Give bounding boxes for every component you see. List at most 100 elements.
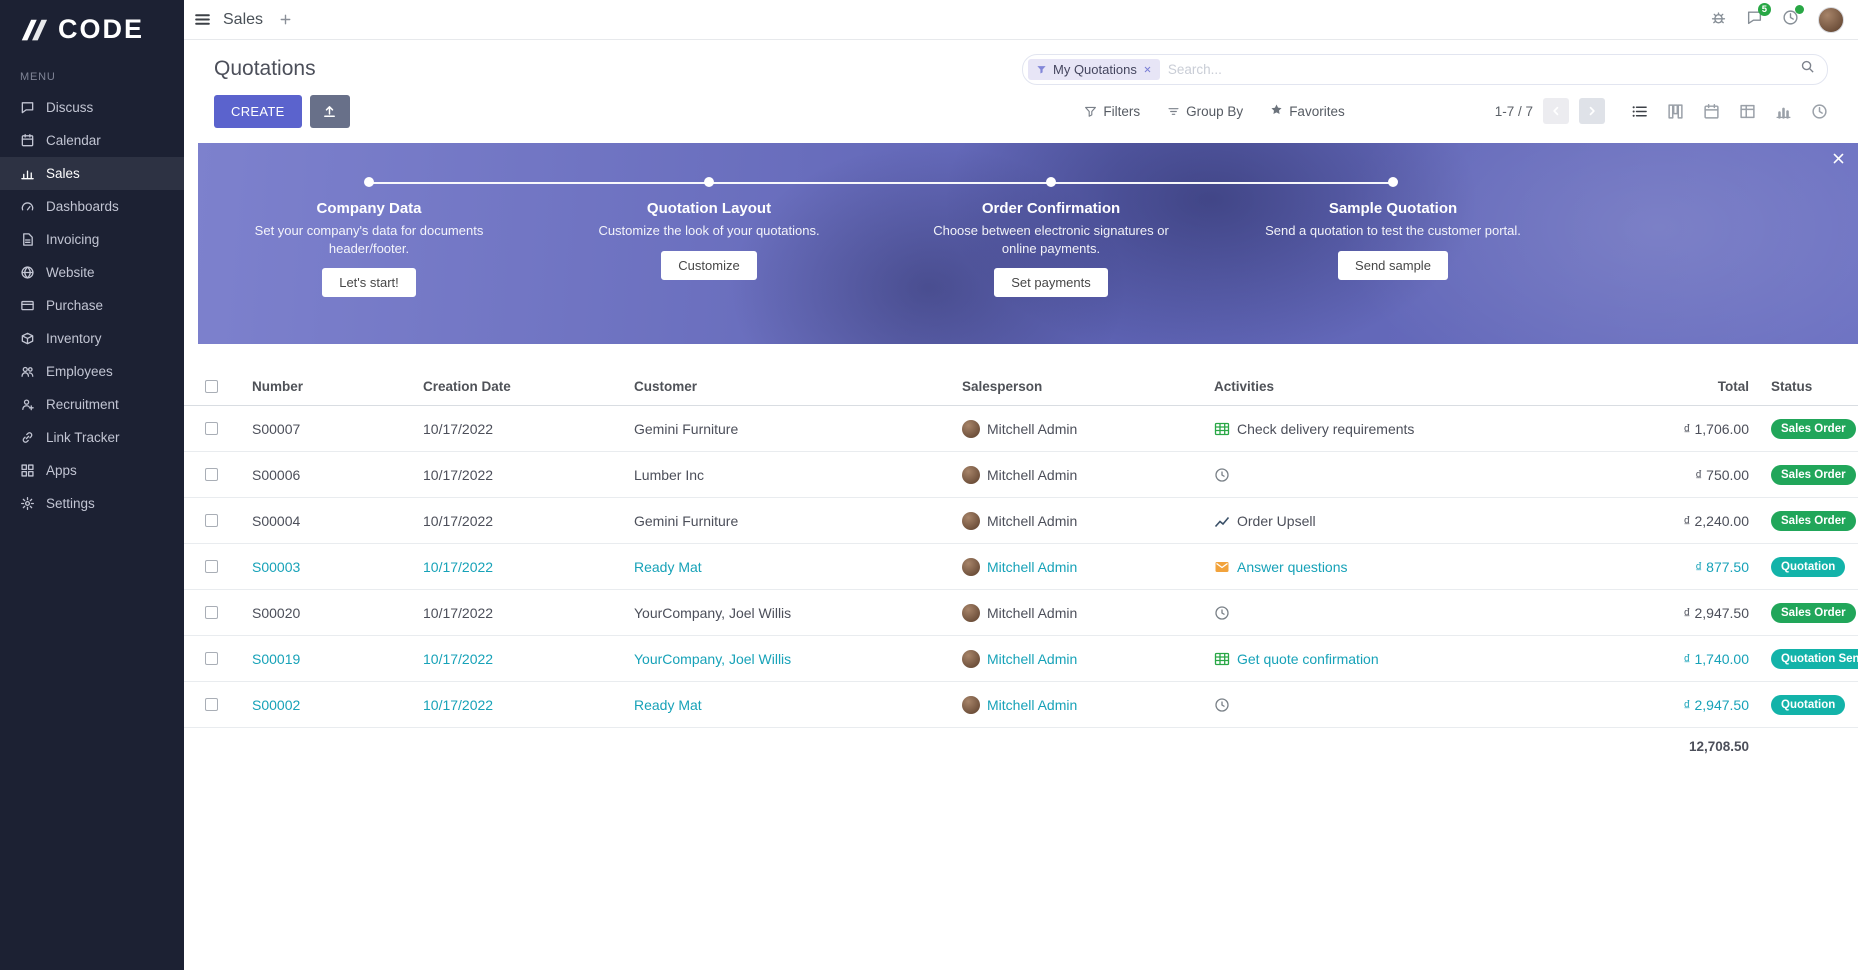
column-header-number[interactable]: Number	[252, 379, 304, 394]
table-row[interactable]: S00006 10/17/2022 Lumber Inc Mitchell Ad…	[184, 452, 1858, 498]
sidebar-item-recruitment[interactable]: Recruitment	[0, 388, 184, 421]
sidebar-item-link-tracker[interactable]: Link Tracker	[0, 421, 184, 454]
inventory-icon	[21, 332, 34, 345]
table-row[interactable]: S00020 10/17/2022 YourCompany, Joel Will…	[184, 590, 1858, 636]
row-checkbox[interactable]	[204, 652, 218, 665]
step-title: Sample Quotation	[1328, 200, 1458, 217]
row-checkbox[interactable]	[204, 606, 218, 619]
facet-remove-icon[interactable]	[1143, 62, 1152, 77]
sidebar-menu: Discuss Calendar Sales Dashboards Invoic…	[0, 91, 184, 520]
activity-label: Check delivery requirements	[1237, 420, 1415, 437]
row-checkbox[interactable]	[204, 422, 218, 435]
activity-cell[interactable]	[1200, 697, 1629, 713]
bug-icon[interactable]	[1710, 9, 1727, 31]
table-row[interactable]: S00003 10/17/2022 Ready Mat Mitchell Adm…	[184, 544, 1858, 590]
sales-icon	[21, 170, 34, 180]
activity-cell[interactable]: Get quote confirmation	[1200, 651, 1629, 667]
pager-previous-button[interactable]	[1543, 98, 1569, 124]
plus-icon[interactable]	[279, 13, 292, 26]
search-bar[interactable]: My Quotations	[1022, 53, 1828, 85]
clock-icon	[1214, 605, 1230, 621]
column-header-creation-date[interactable]: Creation Date	[423, 379, 511, 394]
employees-icon	[21, 366, 34, 377]
status-badge: Quotation	[1771, 556, 1846, 577]
table-row[interactable]: S00002 10/17/2022 Ready Mat Mitchell Adm…	[184, 682, 1858, 728]
clock-icon	[1214, 467, 1230, 483]
graph-view-icon[interactable]	[1775, 103, 1792, 120]
chart-icon	[1214, 513, 1230, 529]
step-title: Company Data	[316, 200, 422, 217]
app-logo[interactable]: CODE	[0, 0, 184, 55]
messages-icon[interactable]: 5	[1746, 2, 1771, 31]
salesperson-cell: Mitchell Admin	[948, 419, 1200, 438]
search-facet[interactable]: My Quotations	[1028, 58, 1160, 80]
customer-name: Gemini Furniture	[634, 512, 739, 529]
activity-view-icon[interactable]	[1811, 103, 1828, 120]
sidebar-item-inventory[interactable]: Inventory	[0, 322, 184, 355]
module-switcher[interactable]: Sales	[223, 10, 264, 28]
invoicing-icon	[23, 233, 33, 246]
column-header-salesperson[interactable]: Salesperson	[962, 379, 1043, 394]
pager-next-button[interactable]	[1579, 98, 1605, 124]
activity-label: Answer questions	[1237, 558, 1348, 575]
sidebar-item-website[interactable]: Website	[0, 256, 184, 289]
customize-button[interactable]: Customize	[661, 250, 757, 280]
create-button[interactable]: CREATE	[214, 94, 302, 128]
row-checkbox[interactable]	[204, 514, 218, 527]
customer-name: Ready Mat	[634, 558, 702, 575]
sidebar-item-discuss[interactable]: Discuss	[0, 91, 184, 124]
user-avatar[interactable]	[1818, 6, 1844, 33]
row-checkbox[interactable]	[204, 468, 218, 481]
sidebar-item-employees[interactable]: Employees	[0, 355, 184, 388]
activity-cell[interactable]: Order Upsell	[1200, 513, 1629, 529]
search-icon[interactable]	[1800, 59, 1815, 79]
pivot-view-icon[interactable]	[1739, 103, 1756, 120]
favorites-button[interactable]: Favorites	[1270, 103, 1345, 119]
calendar-view-icon[interactable]	[1703, 103, 1720, 120]
activity-cell[interactable]	[1200, 605, 1629, 621]
activity-cell[interactable]: Check delivery requirements	[1200, 421, 1629, 437]
salesperson-cell: Mitchell Admin	[948, 695, 1200, 714]
sidebar-item-dashboards[interactable]: Dashboards	[0, 190, 184, 223]
salesperson-cell: Mitchell Admin	[948, 603, 1200, 622]
envelope-icon	[1214, 559, 1230, 575]
quotation-number: S00004	[252, 512, 301, 529]
total-amount: ₫ 1,740.00	[1683, 650, 1749, 667]
activity-cell[interactable]	[1200, 467, 1629, 483]
filter-facet-icon	[1037, 65, 1046, 73]
sidebar-item-purchase[interactable]: Purchase	[0, 289, 184, 322]
search-input[interactable]	[1167, 61, 1800, 77]
sidebar-item-sales[interactable]: Sales	[0, 157, 184, 190]
group-by-button[interactable]: Group By	[1167, 104, 1243, 119]
table-row[interactable]: S00004 10/17/2022 Gemini Furniture Mitch…	[184, 498, 1858, 544]
table-row[interactable]: S00019 10/17/2022 YourCompany, Joel Will…	[184, 636, 1858, 682]
column-header-customer[interactable]: Customer	[634, 379, 698, 394]
creation-date: 10/17/2022	[423, 696, 494, 713]
table-row[interactable]: S00007 10/17/2022 Gemini Furniture Mitch…	[184, 406, 1858, 452]
filters-button[interactable]: Filters	[1084, 104, 1140, 119]
banner-close-icon[interactable]	[1832, 152, 1845, 170]
column-header-status[interactable]: Status	[1771, 379, 1813, 394]
activities-icon[interactable]	[1782, 4, 1804, 31]
lets-start-button[interactable]: Let's start!	[322, 268, 416, 298]
column-header-total[interactable]: Total	[1717, 379, 1749, 394]
discuss-icon	[21, 102, 34, 114]
list-view-icon[interactable]	[1631, 103, 1648, 120]
row-checkbox[interactable]	[204, 560, 218, 573]
export-button[interactable]	[309, 94, 350, 128]
hamburger-menu-icon[interactable]	[194, 11, 211, 28]
send-sample-button[interactable]: Send sample	[1338, 250, 1448, 280]
sidebar-item-apps[interactable]: Apps	[0, 454, 184, 487]
creation-date: 10/17/2022	[423, 650, 494, 667]
activity-label: Order Upsell	[1237, 512, 1316, 529]
column-header-activities[interactable]: Activities	[1214, 379, 1275, 394]
sidebar-item-invoicing[interactable]: Invoicing	[0, 223, 184, 256]
sidebar-item-settings[interactable]: Settings	[0, 487, 184, 520]
messages-badge: 5	[1757, 2, 1771, 16]
kanban-view-icon[interactable]	[1667, 103, 1684, 120]
set-payments-button[interactable]: Set payments	[994, 268, 1108, 298]
select-all-checkbox[interactable]	[204, 380, 218, 393]
activity-cell[interactable]: Answer questions	[1200, 559, 1629, 575]
row-checkbox[interactable]	[204, 698, 218, 711]
sidebar-item-calendar[interactable]: Calendar	[0, 124, 184, 157]
